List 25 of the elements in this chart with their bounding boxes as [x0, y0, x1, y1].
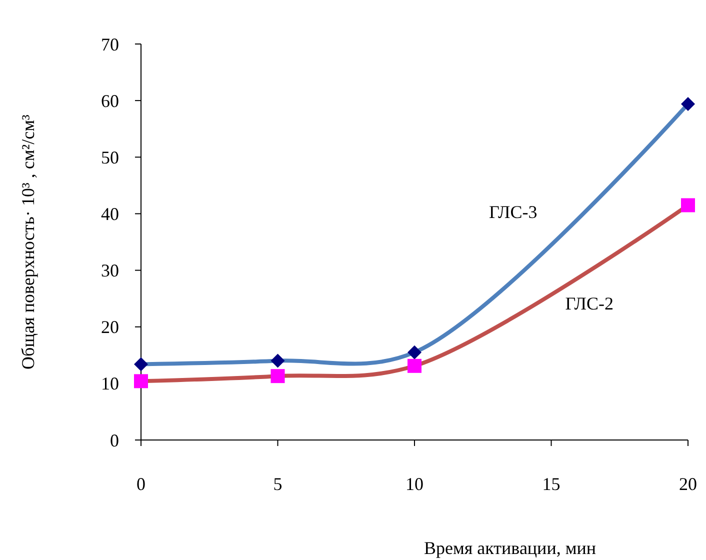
y-tick-label: 70	[101, 34, 119, 54]
x-tick-label: 20	[679, 474, 697, 494]
point	[270, 354, 285, 368]
y-tick-label: 50	[101, 147, 119, 168]
point	[408, 358, 422, 373]
x-axis-title: Время активации, мин	[424, 538, 596, 558]
point	[134, 374, 148, 388]
y-tick-label: 20	[101, 317, 119, 338]
point	[681, 96, 695, 111]
x-tick-label: 5	[273, 474, 282, 494]
y-tick-label: 40	[101, 204, 119, 224]
x-tick-label: 0	[136, 474, 146, 494]
point	[681, 198, 695, 212]
point	[134, 357, 148, 372]
y-tick-label: 30	[101, 260, 119, 281]
x-tick-label: 10	[406, 474, 424, 494]
series-label: ГЛС-3	[488, 202, 538, 222]
y-tick-label: 10	[101, 374, 119, 394]
y-axis-title: Общая поверхность· 10³ , см²/см³	[18, 114, 38, 370]
x-tick-label: 15	[542, 474, 560, 494]
point	[270, 369, 285, 384]
series-label: ГЛС-2	[565, 294, 614, 314]
y-tick-label: 0	[110, 430, 119, 450]
point	[408, 345, 422, 360]
y-tick-label: 60	[101, 90, 119, 111]
